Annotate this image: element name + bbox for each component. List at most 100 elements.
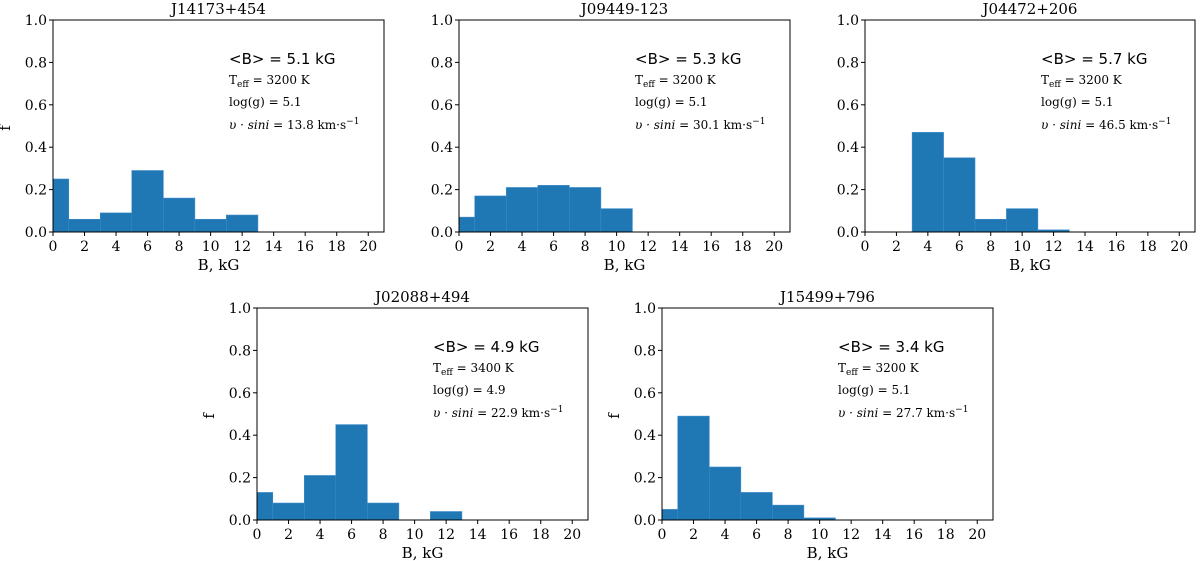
y-tick-label: 0.8	[634, 343, 656, 359]
teff-annotation: Teff = 3200 K	[1041, 73, 1123, 90]
x-tick-label: 18	[328, 239, 346, 255]
histogram-bar	[68, 218, 101, 233]
x-tick-label: 12	[1045, 239, 1063, 255]
x-tick-label: 12	[842, 527, 860, 543]
histogram-bar	[335, 424, 368, 521]
y-tick-label: 0.6	[229, 386, 251, 402]
x-tick-label: 6	[143, 239, 152, 255]
x-axis-label: B, kG	[1009, 256, 1051, 274]
histogram-bar	[474, 195, 507, 233]
x-tick-label: 8	[175, 239, 184, 255]
chart-panel-3: 0 2 4 6 8 10 12 14 16 18 20 0.0 0.2 0.4 0.6 0.8 1.0 J0447…	[837, 0, 1196, 274]
y-tick-label: 0.6	[25, 98, 47, 114]
x-tick-label: 16	[296, 239, 314, 255]
histogram-bar	[974, 218, 1007, 233]
x-tick-label: 14	[874, 527, 892, 543]
x-axis-label: B, kG	[198, 256, 240, 274]
x-tick-label: 16	[702, 239, 720, 255]
teff-annotation: Teff = 3400 K	[433, 361, 515, 378]
axes-frame	[256, 307, 589, 521]
y-tick-label: 0.4	[431, 140, 453, 156]
axes-frame	[661, 307, 994, 521]
vsini-annotation: υ · sini = 46.5 km·s−1	[1041, 117, 1171, 132]
histogram-bar	[52, 178, 70, 233]
teff-annotation: Teff = 3200 K	[229, 73, 311, 90]
x-tick-label: 18	[734, 239, 752, 255]
x-axis-label: B, kG	[807, 544, 849, 561]
x-tick-label: 10	[406, 527, 424, 543]
y-tick-label: 0.8	[25, 55, 47, 71]
y-tick-label: 0.0	[431, 225, 453, 241]
y-tick-label: 0.0	[25, 225, 47, 241]
histogram-bar	[131, 170, 164, 233]
x-tick-label: 2	[80, 239, 89, 255]
y-tick-label: 0.0	[837, 225, 859, 241]
x-tick-label: 16	[1108, 239, 1126, 255]
x-tick-label: 4	[518, 239, 527, 255]
chart-title: J09449-123	[579, 0, 668, 18]
logg-annotation: log(g) = 5.1	[229, 95, 302, 109]
histogram-bar	[99, 212, 133, 233]
histogram-bar	[1006, 208, 1039, 233]
x-tick-label: 6	[347, 527, 356, 543]
histogram-bar	[661, 509, 679, 521]
x-tick-label: 10	[202, 239, 220, 255]
x-tick-label: 12	[233, 239, 251, 255]
logg-annotation: log(g) = 4.9	[433, 383, 506, 397]
x-tick-label: 20	[968, 527, 986, 543]
y-tick-label: 0.2	[431, 183, 453, 199]
x-tick-label: 20	[1170, 239, 1188, 255]
histogram-bar	[569, 187, 602, 233]
y-tick-label: 0.4	[25, 140, 47, 156]
x-tick-label: 8	[581, 239, 590, 255]
histogram-bar	[163, 197, 196, 233]
histogram-bar	[458, 216, 476, 233]
x-axis-label: B, kG	[604, 256, 646, 274]
x-tick-label: 14	[469, 527, 487, 543]
histogram-bar	[256, 492, 274, 521]
histogram-bar	[505, 187, 539, 233]
x-tick-label: 4	[923, 239, 932, 255]
teff-annotation: Teff = 3200 K	[838, 361, 920, 378]
x-tick-label: 14	[671, 239, 689, 255]
chart-panel-1: 0 2 4 6 8 10 12 14 16 18 20 0.0 0.2 0.4 0.6 0.8 1.0 J1417…	[0, 0, 385, 274]
histogram-bar	[272, 502, 305, 521]
x-tick-label: 10	[1013, 239, 1031, 255]
y-tick-label: 1.0	[229, 301, 251, 317]
x-tick-label: 10	[811, 527, 829, 543]
y-tick-label: 0.0	[634, 513, 656, 529]
x-tick-label: 10	[608, 239, 626, 255]
x-tick-label: 20	[765, 239, 783, 255]
x-tick-label: 14	[1076, 239, 1094, 255]
chart-title: J15499+796	[778, 288, 875, 306]
y-tick-label: 0.2	[25, 183, 47, 199]
y-axis-label: f	[200, 412, 218, 419]
y-tick-label: 0.2	[837, 183, 859, 199]
x-tick-label: 2	[284, 527, 293, 543]
chart-title: J04472+206	[981, 0, 1078, 18]
histogram-bar	[537, 185, 570, 233]
y-tick-label: 0.4	[837, 140, 859, 156]
histogram-bar	[194, 218, 227, 233]
y-axis-label: f	[605, 412, 623, 419]
x-tick-label: 0	[455, 239, 464, 255]
histogram-bar	[430, 511, 463, 521]
y-tick-label: 1.0	[634, 301, 656, 317]
x-tick-label: 4	[316, 527, 325, 543]
x-tick-label: 0	[658, 527, 667, 543]
histogram-bar	[303, 475, 337, 521]
histogram-bar	[600, 208, 633, 233]
y-tick-label: 0.6	[837, 98, 859, 114]
histogram-bar	[740, 492, 773, 521]
x-tick-label: 16	[500, 527, 518, 543]
axes-frame	[52, 19, 385, 233]
logg-annotation: log(g) = 5.1	[635, 95, 708, 109]
chart-panel-2: 0 2 4 6 8 10 12 14 16 18 20 0.0 0.2 0.4 0.6 0.8 1.0 J0944…	[431, 0, 791, 274]
x-tick-label: 12	[639, 239, 657, 255]
x-tick-label: 0	[861, 239, 870, 255]
x-tick-label: 2	[892, 239, 901, 255]
x-tick-label: 6	[752, 527, 761, 543]
y-tick-label: 1.0	[25, 13, 47, 29]
x-tick-label: 6	[549, 239, 558, 255]
